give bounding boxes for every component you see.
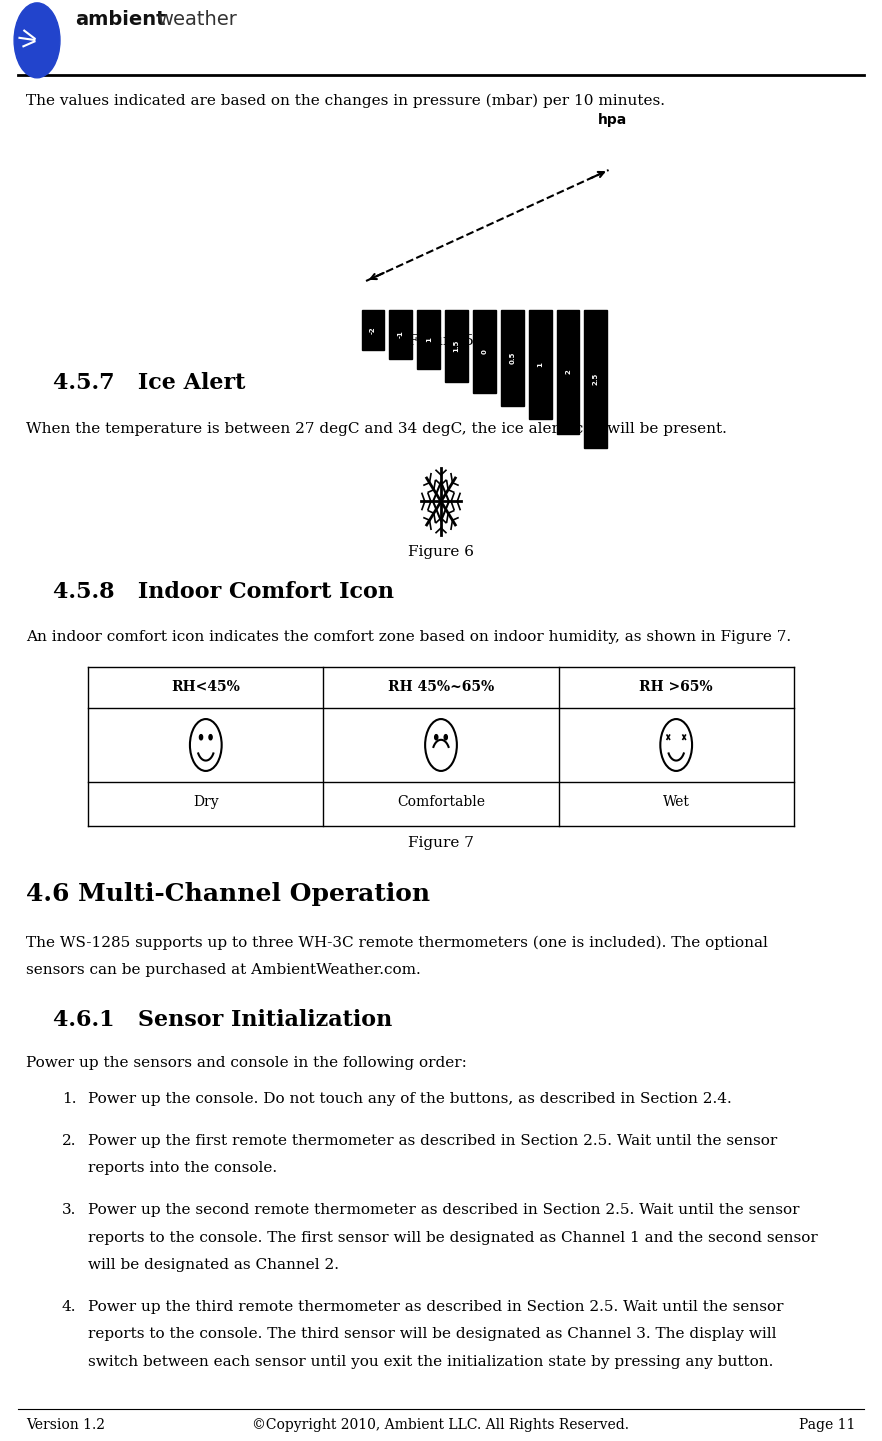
Text: 1: 1 [537,362,543,367]
Bar [501,310,524,406]
Text: 4.6 Multi-Channel Operation: 4.6 Multi-Channel Operation [26,882,430,906]
Text: reports to the console. The first sensor will be designated as Channel 1 and the: reports to the console. The first sensor… [88,1231,818,1245]
Text: Power up the console. Do not touch any of the buttons, as described in Section 2: Power up the console. Do not touch any o… [88,1092,732,1107]
Text: reports into the console.: reports into the console. [88,1161,277,1176]
Circle shape [435,735,437,739]
Text: 4.6.1   Sensor Initialization: 4.6.1 Sensor Initialization [53,1009,392,1030]
Text: Figure 6: Figure 6 [408,545,474,559]
Text: The WS-1285 supports up to three WH-3C remote thermometers (one is included). Th: The WS-1285 supports up to three WH-3C r… [26,935,768,950]
Text: ©Copyright 2010, Ambient LLC. All Rights Reserved.: ©Copyright 2010, Ambient LLC. All Rights… [252,1418,630,1432]
Text: ambient: ambient [75,10,166,29]
Bar [445,310,468,382]
Text: Page 11: Page 11 [799,1418,856,1432]
Bar [390,310,412,359]
Circle shape [199,735,203,739]
Circle shape [209,735,213,739]
Circle shape [14,3,60,78]
Bar [473,310,496,393]
Text: Dry: Dry [193,795,219,808]
Text: Power up the second remote thermometer as described in Section 2.5. Wait until t: Power up the second remote thermometer a… [88,1203,800,1218]
Text: 4.5.7   Ice Alert: 4.5.7 Ice Alert [53,372,245,393]
Text: Version 1.2: Version 1.2 [26,1418,106,1432]
Text: Figure 7: Figure 7 [408,836,474,850]
Text: Wet: Wet [662,795,690,808]
Text: weather: weather [157,10,237,29]
Text: 4.: 4. [62,1300,76,1314]
Text: RH >65%: RH >65% [639,680,713,695]
Text: switch between each sensor until you exit the initialization state by pressing a: switch between each sensor until you exi… [88,1355,774,1369]
Text: Power up the first remote thermometer as described in Section 2.5. Wait until th: Power up the first remote thermometer as… [88,1134,777,1148]
Text: 2: 2 [565,369,571,375]
Bar [362,310,385,350]
Text: 1.: 1. [62,1092,76,1107]
Text: RH 45%~65%: RH 45%~65% [388,680,494,695]
Text: -2: -2 [370,326,376,334]
Text: 2.5: 2.5 [593,373,599,385]
Bar [557,310,579,434]
Text: 4.5.8   Indoor Comfort Icon: 4.5.8 Indoor Comfort Icon [53,581,394,602]
Text: 1.5: 1.5 [453,340,460,352]
Text: reports to the console. The third sensor will be designated as Channel 3. The di: reports to the console. The third sensor… [88,1327,777,1342]
Text: -1: -1 [398,330,404,339]
Text: sensors can be purchased at AmbientWeather.com.: sensors can be purchased at AmbientWeath… [26,963,422,977]
Text: 0: 0 [482,349,488,354]
Text: Power up the sensors and console in the following order:: Power up the sensors and console in the … [26,1056,467,1071]
Text: 3.: 3. [62,1203,76,1218]
Text: RH<45%: RH<45% [171,680,240,695]
Bar [585,310,608,448]
Text: will be designated as Channel 2.: will be designated as Channel 2. [88,1258,340,1272]
Text: The values indicated are based on the changes in pressure (mbar) per 10 minutes.: The values indicated are based on the ch… [26,94,665,108]
Bar [417,310,440,369]
Circle shape [445,735,447,739]
Text: When the temperature is between 27 degC and 34 degC, the ice alert icon will be : When the temperature is between 27 degC … [26,422,728,437]
Text: 1: 1 [426,337,432,342]
Text: 0.5: 0.5 [509,352,515,365]
Bar [528,310,551,419]
Text: hpa: hpa [598,112,628,127]
Text: 2.: 2. [62,1134,76,1148]
Text: Power up the third remote thermometer as described in Section 2.5. Wait until th: Power up the third remote thermometer as… [88,1300,784,1314]
Text: An indoor comfort icon indicates the comfort zone based on indoor humidity, as s: An indoor comfort icon indicates the com… [26,630,791,644]
Text: Comfortable: Comfortable [397,795,485,808]
Text: Figure 5: Figure 5 [408,334,474,349]
